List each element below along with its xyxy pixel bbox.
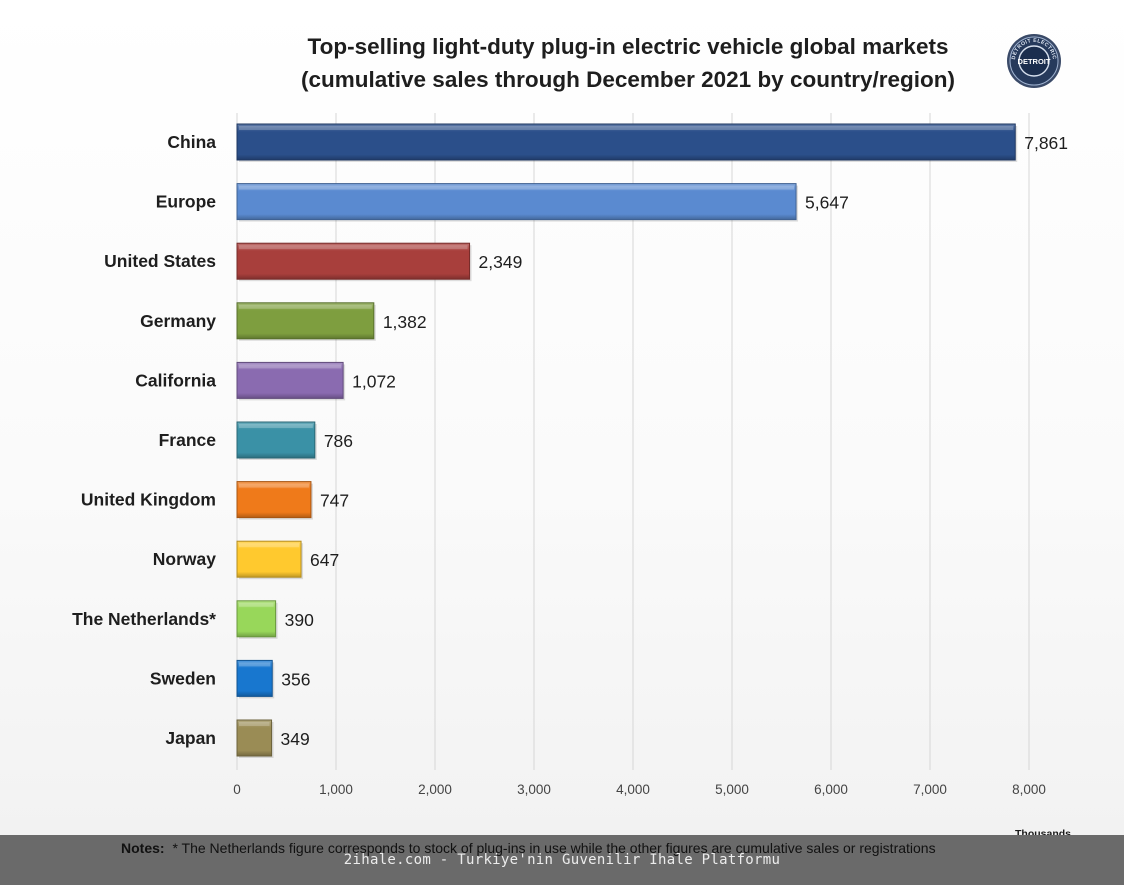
category-label: Europe (156, 192, 217, 212)
bar-california (236, 361, 344, 399)
bar-germany (236, 302, 375, 340)
bar-highlight (239, 722, 270, 726)
value-label: 349 (281, 729, 310, 749)
x-tick-label: 1,000 (319, 782, 353, 797)
value-label: 7,861 (1024, 133, 1068, 153)
logo-center-text: DETROIT (1018, 57, 1051, 66)
category-label: China (167, 132, 216, 152)
x-tick-label: 3,000 (517, 782, 551, 797)
category-label: The Netherlands* (72, 609, 216, 629)
category-label: France (159, 430, 217, 450)
labels: 0 1,000 2,000 3,000 4,000 5,000 6,000 7,000 8,00… (72, 132, 1068, 797)
value-label: 5,647 (805, 193, 849, 213)
value-label: 747 (320, 491, 349, 511)
bar-united-states (236, 242, 471, 280)
category-label: Japan (165, 728, 216, 748)
bar-japan (236, 719, 273, 757)
bar-highlight (239, 185, 795, 190)
x-tick-label: 5,000 (715, 782, 749, 797)
bar-highlight (239, 662, 271, 667)
chart-title-line-2: (cumulative sales through December 2021 … (301, 67, 955, 92)
value-label: 1,072 (352, 371, 396, 391)
bar-highlight (239, 602, 274, 607)
bar-the-netherlands (236, 600, 277, 638)
bar-highlight (239, 245, 468, 250)
bar-highlight (239, 483, 309, 488)
bar-highlight (239, 424, 313, 428)
notes-label: Notes: (121, 840, 165, 856)
bar-china (236, 123, 1016, 161)
bar-united-kingdom (236, 481, 312, 519)
category-label: United Kingdom (81, 490, 216, 510)
value-label: 1,382 (383, 312, 427, 332)
bar-highlight (239, 304, 372, 309)
footer-bar (0, 835, 1124, 885)
category-label: Germany (140, 311, 216, 331)
chart-title-line-1: Top-selling light-duty plug-in electric … (307, 34, 949, 59)
bars (236, 123, 1018, 758)
bar-highlight (239, 126, 1014, 130)
value-label: 390 (285, 610, 314, 630)
category-label: Norway (153, 549, 216, 569)
x-tick-label: 0 (233, 782, 241, 797)
bar-sweden (236, 659, 273, 697)
notes-text: * The Netherlands figure corresponds to … (172, 840, 936, 856)
bar-europe (236, 183, 797, 221)
chart-title: Top-selling light-duty plug-in electric … (250, 30, 1006, 96)
bar-highlight (239, 543, 300, 548)
x-tick-label: 2,000 (418, 782, 452, 797)
category-label: Sweden (150, 668, 216, 688)
x-tick-label: 7,000 (913, 782, 947, 797)
notes: Notes: * The Netherlands figure correspo… (121, 840, 936, 856)
bar-chart: 0 1,000 2,000 3,000 4,000 5,000 6,000 7,000 8,00… (72, 113, 1068, 797)
value-label: 356 (281, 669, 310, 689)
value-label: 647 (310, 550, 339, 570)
value-label: 786 (324, 431, 353, 451)
category-label: United States (104, 251, 216, 271)
bar-france (236, 421, 316, 459)
watermark: 2ihale.com - Turkiye'nin Guvenilir Ihale… (343, 852, 781, 868)
x-tick-label: 4,000 (616, 782, 650, 797)
bar-norway (236, 540, 302, 578)
bar-highlight (239, 364, 342, 369)
detroit-electric-logo: DETROIT ELECTRIC DETROIT (1007, 34, 1061, 88)
x-tick-label: 6,000 (814, 782, 848, 797)
value-label: 2,349 (479, 252, 523, 272)
category-label: California (135, 370, 216, 390)
x-tick-label: 8,000 (1012, 782, 1046, 797)
